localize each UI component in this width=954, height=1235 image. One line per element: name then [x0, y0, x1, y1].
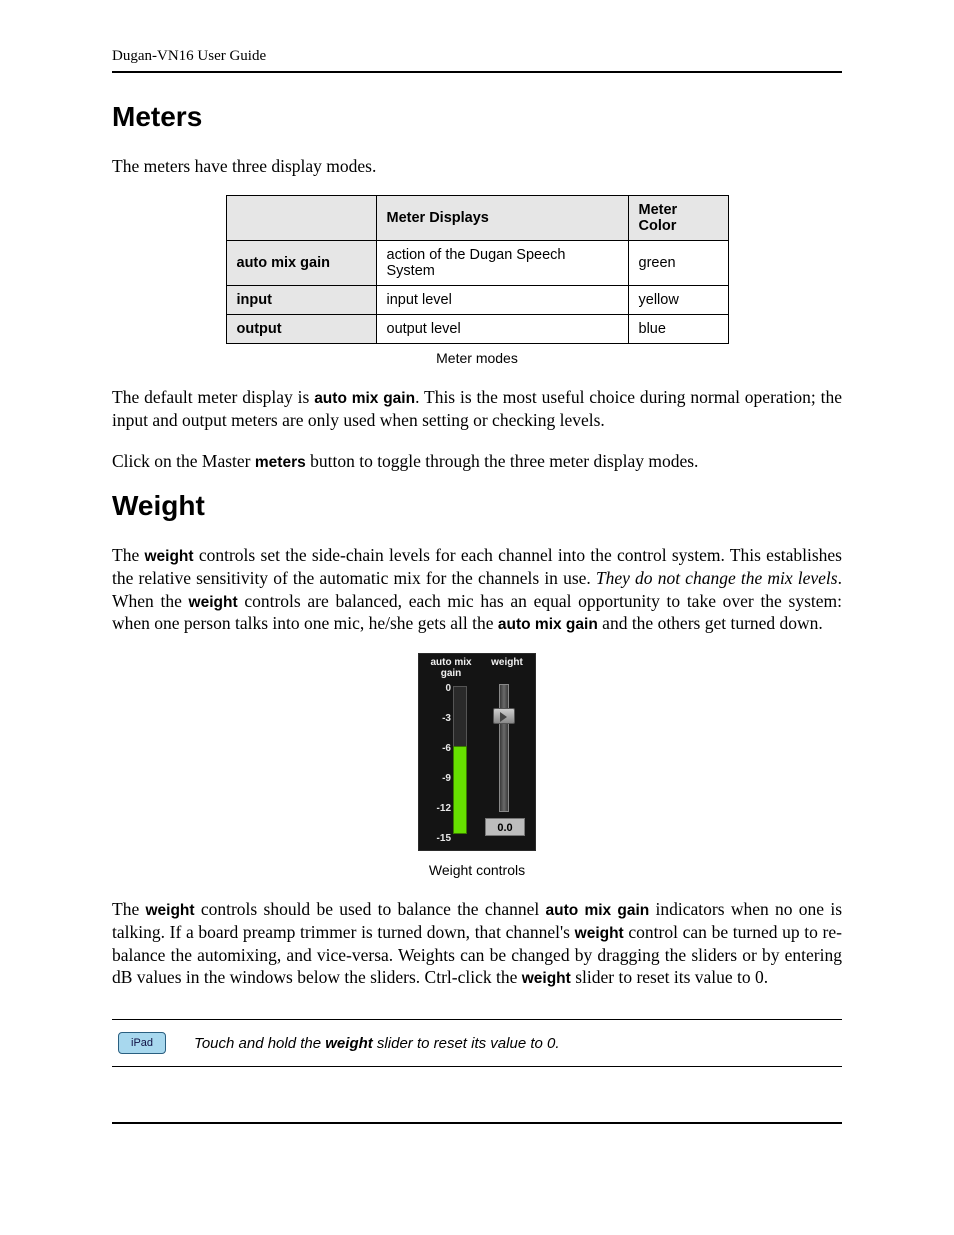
cell-displays: input level: [376, 286, 628, 315]
ipad-badge: iPad: [118, 1032, 166, 1054]
term-weight: weight: [145, 902, 194, 919]
th-blank: [226, 196, 376, 241]
weight-p2: The weight controls should be used to ba…: [112, 898, 842, 989]
note-text: Touch and hold the weight slider to rese…: [194, 1035, 560, 1052]
section-title-meters: Meters: [112, 101, 842, 133]
text: slider to reset its value to 0.: [373, 1035, 560, 1052]
table-row: input input level yellow: [226, 286, 728, 315]
text: The: [112, 545, 144, 565]
weight-value-field[interactable]: 0.0: [485, 818, 525, 836]
text: button to toggle through the three meter…: [306, 451, 699, 471]
db-tick: -12: [423, 804, 451, 814]
term-weight: weight: [325, 1035, 373, 1052]
text: Touch and hold the: [194, 1035, 325, 1052]
text: slider to reset its value to 0.: [571, 967, 768, 987]
meters-default-paragraph: The default meter display is auto mix ga…: [112, 386, 842, 431]
figure-caption: Weight controls: [112, 862, 842, 878]
cell-displays: action of the Dugan Speech System: [376, 241, 628, 286]
cell-color: blue: [628, 315, 728, 344]
label-weight: weight: [485, 658, 529, 669]
ipad-note: iPad Touch and hold the weight slider to…: [112, 1019, 842, 1067]
table-caption: Meter modes: [112, 350, 842, 366]
term-auto-mix-gain: auto mix gain: [314, 390, 415, 407]
term-auto-mix-gain: auto mix gain: [546, 902, 650, 919]
table-head-row: Meter Displays Meter Color: [226, 196, 728, 241]
cell-color: yellow: [628, 286, 728, 315]
label-auto-mix-gain: auto mix gain: [425, 658, 477, 679]
meters-intro: The meters have three display modes.: [112, 155, 842, 177]
db-tick: -6: [423, 744, 451, 754]
weight-slider-track[interactable]: [499, 684, 509, 812]
text: Click on the Master: [112, 451, 255, 471]
weight-p1: The weight controls set the side-chain l…: [112, 544, 842, 635]
section-title-weight: Weight: [112, 490, 842, 522]
text: controls should be used to balance the c…: [195, 899, 546, 919]
term-weight: weight: [189, 594, 238, 611]
db-tick: -15: [423, 834, 451, 844]
cell-mode: input: [226, 286, 376, 315]
weight-panel: auto mix gain weight 0 -3 -6 -9 -12 -15 …: [418, 653, 536, 851]
cell-mode: output: [226, 315, 376, 344]
table-row: output output level blue: [226, 315, 728, 344]
term-auto-mix-gain: auto mix gain: [498, 616, 598, 633]
table-row: auto mix gain action of the Dugan Speech…: [226, 241, 728, 286]
emphasis: They do not change the mix levels: [596, 568, 838, 588]
term-weight: weight: [575, 925, 624, 942]
text: The: [112, 899, 145, 919]
th-displays: Meter Displays: [376, 196, 628, 241]
weight-figure: auto mix gain weight 0 -3 -6 -9 -12 -15 …: [112, 653, 842, 856]
db-tick: -3: [423, 714, 451, 724]
meters-click-paragraph: Click on the Master meters button to tog…: [112, 450, 842, 473]
text: The default meter display is: [112, 387, 314, 407]
cell-displays: output level: [376, 315, 628, 344]
text: and the others get turned down.: [598, 613, 823, 633]
db-tick: -9: [423, 774, 451, 784]
page: Dugan-VN16 User Guide Meters The meters …: [0, 0, 954, 1164]
cell-mode: auto mix gain: [226, 241, 376, 286]
auto-mix-gain-meter-fill: [453, 746, 467, 835]
meter-modes-table: Meter Displays Meter Color auto mix gain…: [226, 195, 729, 344]
term-weight: weight: [522, 970, 571, 987]
footer-rule: [112, 1122, 842, 1124]
weight-slider-thumb[interactable]: [493, 708, 515, 724]
db-tick: 0: [423, 684, 451, 694]
db-scale: 0 -3 -6 -9 -12 -15: [421, 684, 451, 834]
running-header: Dugan-VN16 User Guide: [112, 48, 842, 73]
term-weight: weight: [144, 548, 193, 565]
term-meters: meters: [255, 454, 306, 471]
cell-color: green: [628, 241, 728, 286]
th-color: Meter Color: [628, 196, 728, 241]
